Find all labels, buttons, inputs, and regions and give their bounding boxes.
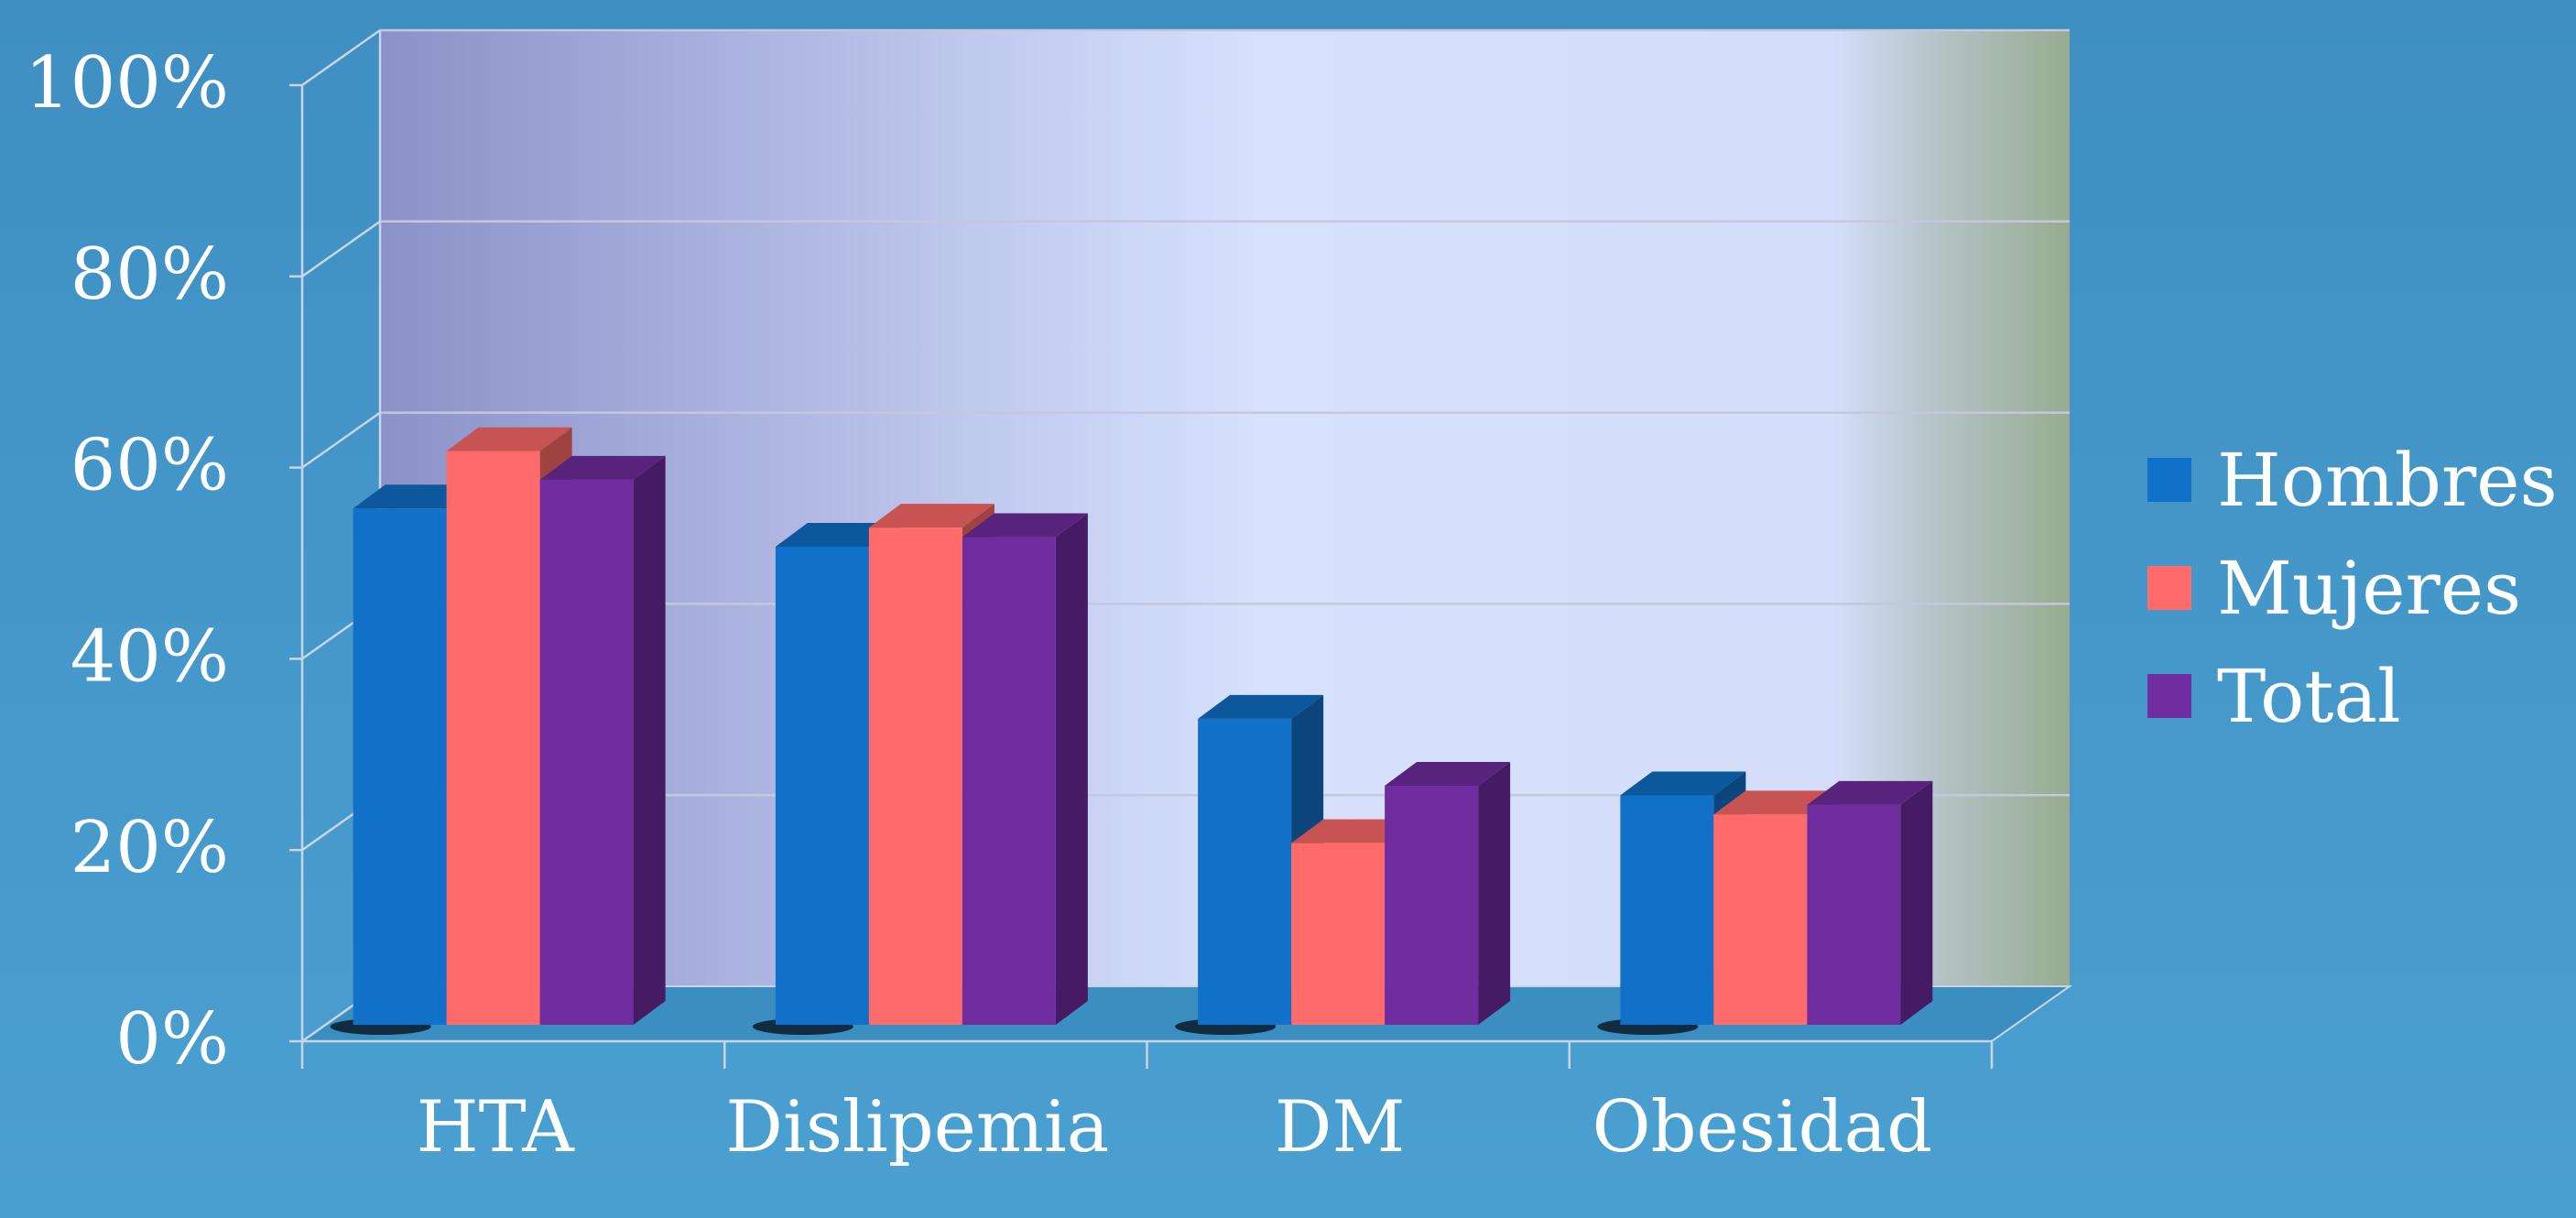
y-tick-depth-line — [301, 411, 381, 469]
x-category-label: DM — [1275, 1086, 1405, 1169]
legend: Hombres Mujeres Total — [2147, 426, 2569, 750]
y-tick-label: 20% — [71, 807, 229, 889]
bar-total-dislipemia — [962, 513, 1088, 1025]
x-category-label: Dislipemia — [725, 1086, 1109, 1169]
legend-swatch — [2147, 458, 2191, 502]
legend-label: Hombres — [2217, 437, 2558, 523]
legend-swatch — [2147, 566, 2191, 610]
y-tick-label: 40% — [71, 615, 229, 698]
legend-item: Mujeres — [2147, 534, 2569, 642]
legend-label: Mujeres — [2217, 545, 2522, 631]
bar-total-obesidad — [1807, 780, 1933, 1025]
y-tick-label: 80% — [71, 234, 229, 316]
legend-label: Total — [2217, 653, 2401, 739]
x-category-label: Obesidad — [1592, 1086, 1932, 1169]
y-tick-depth-line — [301, 28, 381, 87]
bar-total-dm — [1385, 762, 1511, 1025]
legend-item: Hombres — [2147, 426, 2569, 534]
y-tick-label: 100% — [25, 42, 229, 125]
x-category-label: HTA — [417, 1086, 576, 1169]
y-tick-label: 0% — [115, 998, 229, 1081]
legend-swatch — [2147, 674, 2191, 718]
legend-item: Total — [2147, 642, 2569, 750]
y-tick-depth-line — [301, 220, 381, 277]
bar-total-hta — [539, 455, 666, 1025]
y-tick-label: 60% — [71, 425, 229, 507]
